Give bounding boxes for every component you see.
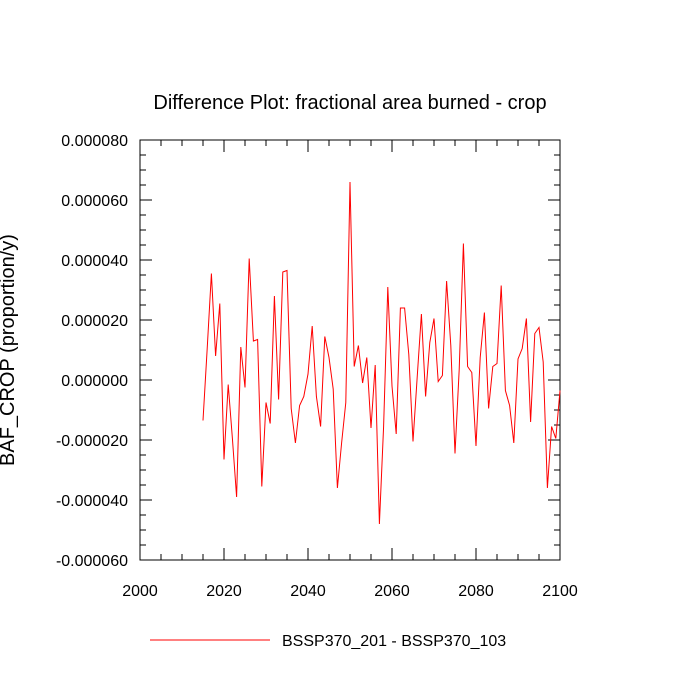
y-tick-label: 0.000000 xyxy=(61,373,128,390)
y-tick-label: -0.000020 xyxy=(56,433,128,450)
chart-title: Difference Plot: fractional area burned … xyxy=(153,92,546,114)
series-line xyxy=(202,181,561,525)
y-tick-label: -0.000040 xyxy=(56,493,128,510)
x-tick-label: 2080 xyxy=(458,583,494,600)
x-tick-label: 2060 xyxy=(374,583,410,600)
legend-label: BSSP370_201 - BSSP370_103 xyxy=(282,633,506,650)
x-tick-label: 2040 xyxy=(290,583,326,600)
axis-ticks: 2000 2020 2040 2060 2080 2100 -0.000060 -0.0000… xyxy=(56,133,578,600)
x-tick-label: 2020 xyxy=(206,583,242,600)
y-tick-label: -0.000060 xyxy=(56,553,128,570)
y-tick-label: 0.000080 xyxy=(61,133,128,150)
y-axis-label: BAF_CROP (proportion/y) xyxy=(0,234,19,466)
x-tick-label: 2000 xyxy=(122,583,158,600)
y-tick-label: 0.000040 xyxy=(61,253,128,270)
y-tick-label: 0.000020 xyxy=(61,313,128,330)
y-tick-label: 0.000060 xyxy=(61,193,128,210)
x-tick-label: 2100 xyxy=(542,583,578,600)
legend: BSSP370_201 - BSSP370_103 xyxy=(150,633,506,650)
series-layer xyxy=(202,181,561,525)
